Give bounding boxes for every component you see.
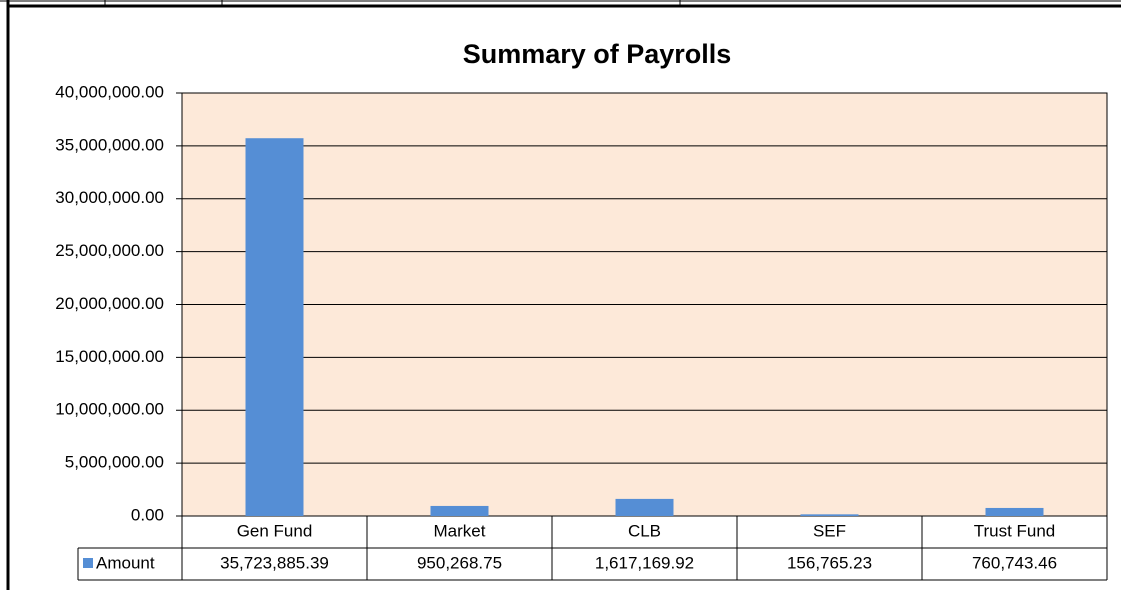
bar	[800, 514, 859, 516]
bar	[245, 138, 304, 516]
y-tick-label: 35,000,000.00	[55, 135, 164, 154]
value-label: 950,268.75	[417, 553, 502, 572]
value-label: 156,765.23	[787, 553, 872, 572]
y-tick-label: 10,000,000.00	[55, 400, 164, 419]
legend-label: Amount	[96, 553, 155, 572]
bar	[430, 505, 489, 516]
bar	[615, 498, 674, 516]
y-tick-label: 30,000,000.00	[55, 188, 164, 207]
x-tick-label: CLB	[628, 521, 661, 540]
chart-title: Summary of Payrolls	[463, 39, 732, 69]
y-tick-label: 5,000,000.00	[65, 453, 164, 472]
y-tick-label: 25,000,000.00	[55, 241, 164, 260]
value-label: 1,617,169.92	[595, 553, 694, 572]
value-label: 760,743.46	[972, 553, 1057, 572]
y-tick-label: 15,000,000.00	[55, 347, 164, 366]
x-tick-label: Trust Fund	[974, 521, 1056, 540]
y-tick-label: 20,000,000.00	[55, 294, 164, 313]
x-tick-label: Gen Fund	[237, 521, 313, 540]
y-tick-label: 0.00	[131, 505, 164, 524]
x-tick-label: Market	[434, 521, 486, 540]
value-label: 35,723,885.39	[220, 553, 329, 572]
x-tick-label: SEF	[813, 521, 846, 540]
legend-key	[83, 558, 93, 568]
bar	[985, 507, 1044, 516]
y-tick-label: 40,000,000.00	[55, 82, 164, 101]
